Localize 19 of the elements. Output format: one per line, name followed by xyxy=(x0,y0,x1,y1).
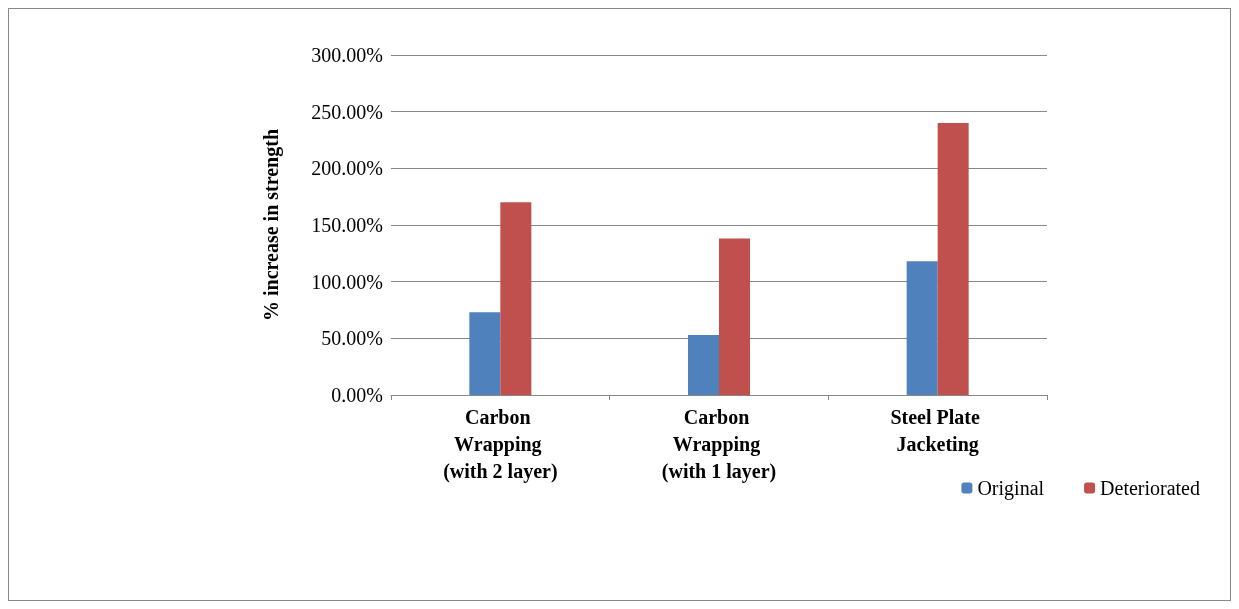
legend-label: Deteriorated xyxy=(1100,477,1201,499)
y-tick-label: 100.00% xyxy=(311,270,383,293)
bar xyxy=(469,312,501,395)
bar xyxy=(500,202,532,395)
bar xyxy=(719,238,750,395)
y-tick-label: 150.00% xyxy=(311,214,383,236)
y-tick-label: 50.00% xyxy=(321,327,383,350)
y-tick-label: 300.00% xyxy=(311,44,383,66)
bar xyxy=(688,334,719,395)
y-tick-label: 200.00% xyxy=(311,157,383,180)
legend-label: Original xyxy=(977,477,1045,500)
x-tick-label: Steel Plate Jacketing xyxy=(890,405,985,456)
y-tick-label: 250.00% xyxy=(311,100,383,123)
x-tick-label: Carbon Wrapping (with 2 layer) xyxy=(443,405,558,483)
y-axis-title: % increase in strength xyxy=(260,128,283,322)
bar xyxy=(937,123,969,395)
bar xyxy=(906,261,938,395)
x-tick-label: Carbon Wrapping (with 1 layer) xyxy=(661,405,777,483)
y-tick-label: 0.00% xyxy=(331,384,383,406)
